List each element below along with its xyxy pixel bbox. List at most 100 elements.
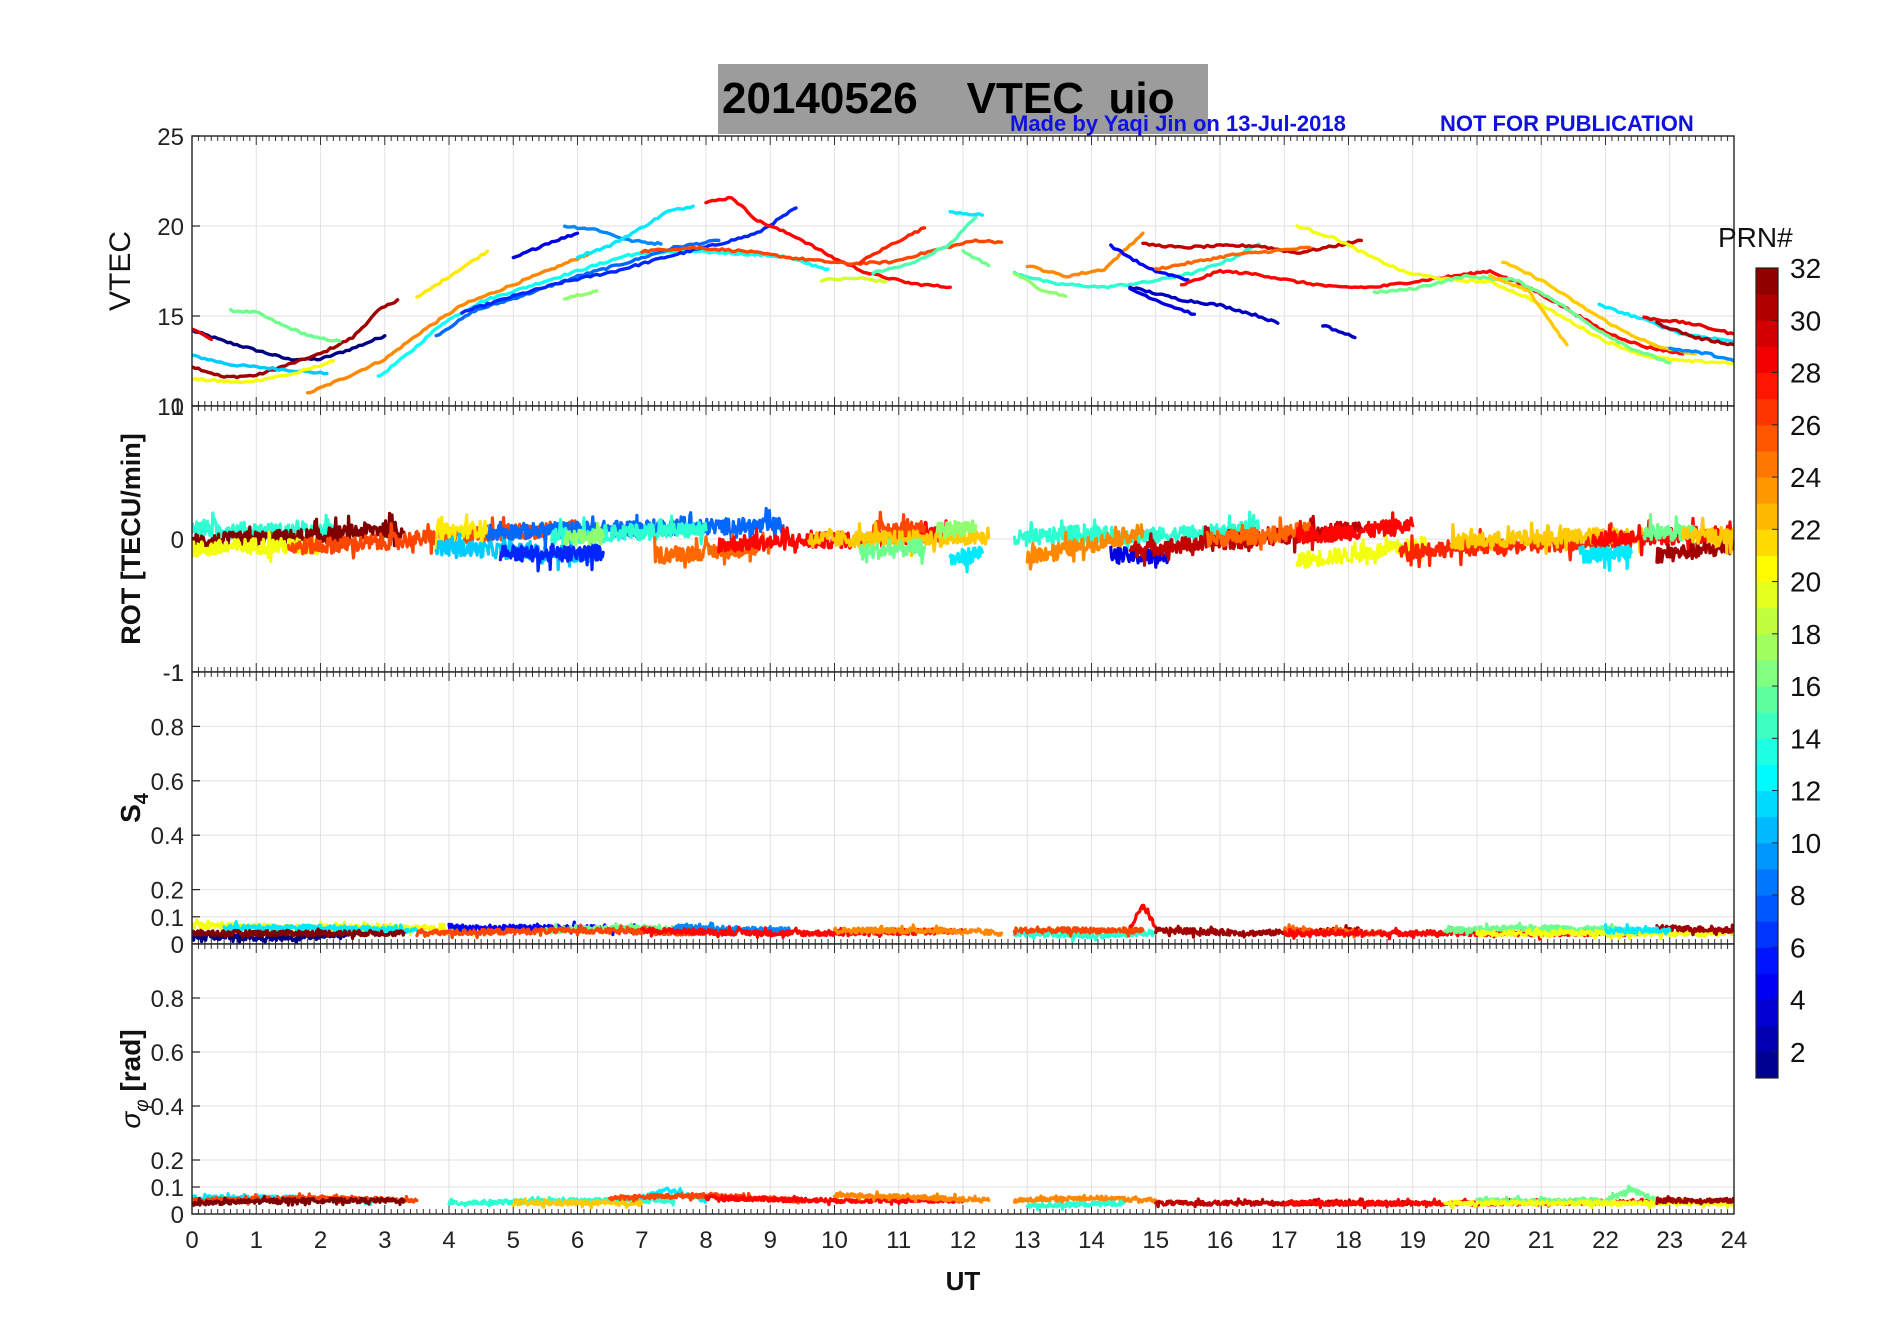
x-axis-label: UT (946, 1266, 981, 1296)
x-tick-label: 8 (699, 1227, 712, 1254)
series-line-prn-19 (820, 276, 888, 284)
series-line-prn-24 (1025, 231, 1145, 279)
colorbar-swatch (1756, 320, 1778, 347)
y-tick-label: 0.6 (151, 769, 184, 796)
colorbar-swatch (1756, 764, 1778, 792)
series-line-prn-16 (961, 248, 991, 268)
y-tick-label: 0.4 (151, 823, 184, 850)
series-line-prn-17 (562, 521, 605, 547)
colorbar-label: PRN# (1718, 222, 1793, 253)
colorbar-swatch (1756, 842, 1778, 870)
series-line-prn-22 (511, 1197, 644, 1210)
x-tick-label: 7 (635, 1227, 648, 1254)
series-line-prn-31 (1655, 532, 1734, 564)
y-tick-label: 10 (157, 394, 184, 421)
colorbar-tick-label: 28 (1790, 358, 1821, 389)
series-group (192, 903, 1734, 944)
x-tick-label: 23 (1656, 1227, 1683, 1254)
y-axis-label: VTEC (104, 231, 137, 311)
x-tick-label: 0 (185, 1227, 198, 1254)
x-tick-label: 19 (1399, 1227, 1426, 1254)
series-line-prn-32 (192, 511, 406, 550)
x-tick-label: 20 (1464, 1227, 1491, 1254)
colorbar-swatch (1756, 581, 1778, 609)
series-line-prn-4 (1128, 286, 1197, 316)
panel-sigma-phi: 00.10.2 0.4 0.6 0.8 σφ [rad] (115, 943, 1735, 1229)
series-line-prn-12 (948, 209, 984, 217)
not-for-publication-label: NOT FOR PUBLICATION (1440, 111, 1694, 136)
colorbar-tick-label: 24 (1790, 462, 1821, 493)
series-group (192, 195, 1734, 395)
colorbar-swatch (1756, 790, 1778, 818)
series-group (192, 1184, 1734, 1212)
series-line-prn-9 (1668, 346, 1734, 363)
series-line-prn-16 (228, 307, 342, 343)
x-tick-label: 2 (314, 1227, 327, 1254)
series-line-prn-17 (935, 519, 978, 539)
series-line-prn-22 (1488, 273, 1569, 347)
series-line-prn-28 (704, 195, 952, 290)
y-tick-label: 0.4 (151, 1094, 184, 1121)
series-line-prn-16 (858, 538, 927, 565)
made-by-label: Made by Yaqi Jin on 13-Jul-2018 (1010, 111, 1346, 136)
series-line-prn-12 (1578, 543, 1633, 572)
x-tick-label: 13 (1014, 1227, 1041, 1254)
series-line-prn-28 (1179, 268, 1685, 356)
panel-s4: 00.10.2 0.4 0.6 0.8 1 S4 (115, 660, 1735, 959)
series-line-prn-24 (1012, 1193, 1158, 1206)
y-tick-label: 0.2 (151, 878, 184, 905)
colorbar-swatch (1756, 999, 1778, 1027)
y-axis-label: ROT [TECU/min] (116, 433, 146, 644)
series-line-prn-20 (1295, 224, 1734, 366)
colorbar-tick-label: 10 (1790, 828, 1821, 859)
series-line-prn-21 (434, 513, 490, 551)
y-tick-label: 0 (171, 932, 184, 959)
series-line-prn-25 (1205, 516, 1312, 551)
x-tick-label: 14 (1078, 1227, 1105, 1254)
colorbar-tick-label: 12 (1790, 776, 1821, 807)
series-line-prn-13 (376, 248, 830, 378)
y-tick-label: 0 (171, 527, 184, 554)
y-tick-label: 0.6 (151, 1040, 184, 1067)
title-background (718, 64, 1208, 134)
series-line-prn-15 (871, 215, 978, 276)
panel-rot: -1 0 1 ROT [TECU/min] (116, 394, 1735, 687)
colorbar-swatch (1756, 529, 1778, 556)
series-line-prn-12 (575, 204, 695, 260)
y-tick-label: 25 (157, 124, 184, 151)
series-line-prn-3 (1321, 324, 1357, 340)
series-line-prn-31 (1655, 1194, 1734, 1206)
x-tick-label: 21 (1528, 1227, 1555, 1254)
colorbar-swatch (1756, 738, 1778, 765)
y-tick-label: 0.8 (151, 986, 184, 1013)
colorbar-tick-label: 6 (1790, 932, 1806, 963)
x-tick-label: 3 (378, 1227, 391, 1254)
y-tick-label: 0 (171, 1202, 184, 1229)
series-line-prn-12 (222, 920, 419, 936)
y-tick-label: 0.8 (151, 714, 184, 741)
colorbar-tick-label: 16 (1790, 671, 1821, 702)
series-group (192, 506, 1734, 574)
series-line-prn-31 (1655, 320, 1734, 347)
series-line-prn-26 (286, 515, 580, 560)
y-tick-label: 0.1 (151, 1175, 184, 1202)
series-line-prn-6 (460, 206, 798, 315)
series-line-prn-32 (192, 1194, 406, 1207)
colorbar-swatch (1756, 346, 1778, 374)
x-axis: 0 1 2 3 4 5 6 7 8 9 10 11 12 13 14 15 16 17 18 19 20 21 22 23 24… (185, 1227, 1747, 1296)
x-tick-label: 10 (821, 1227, 848, 1254)
series-line-prn-9 (562, 224, 663, 247)
y-tick-label: -1 (163, 660, 184, 687)
series-line-prn-16 (1475, 1184, 1659, 1205)
colorbar-swatch (1756, 294, 1778, 321)
colorbar-swatch (1756, 1051, 1778, 1079)
x-tick-label: 17 (1271, 1227, 1298, 1254)
colorbar-tick-label: 22 (1790, 514, 1821, 545)
colorbar-tick-label: 18 (1790, 619, 1821, 650)
series-line-prn-22 (1500, 260, 1698, 356)
series-line-prn-29 (1642, 315, 1734, 336)
series-line-prn-30 (1141, 238, 1364, 255)
colorbar-swatch (1756, 398, 1778, 426)
x-tick-label: 11 (886, 1227, 911, 1254)
